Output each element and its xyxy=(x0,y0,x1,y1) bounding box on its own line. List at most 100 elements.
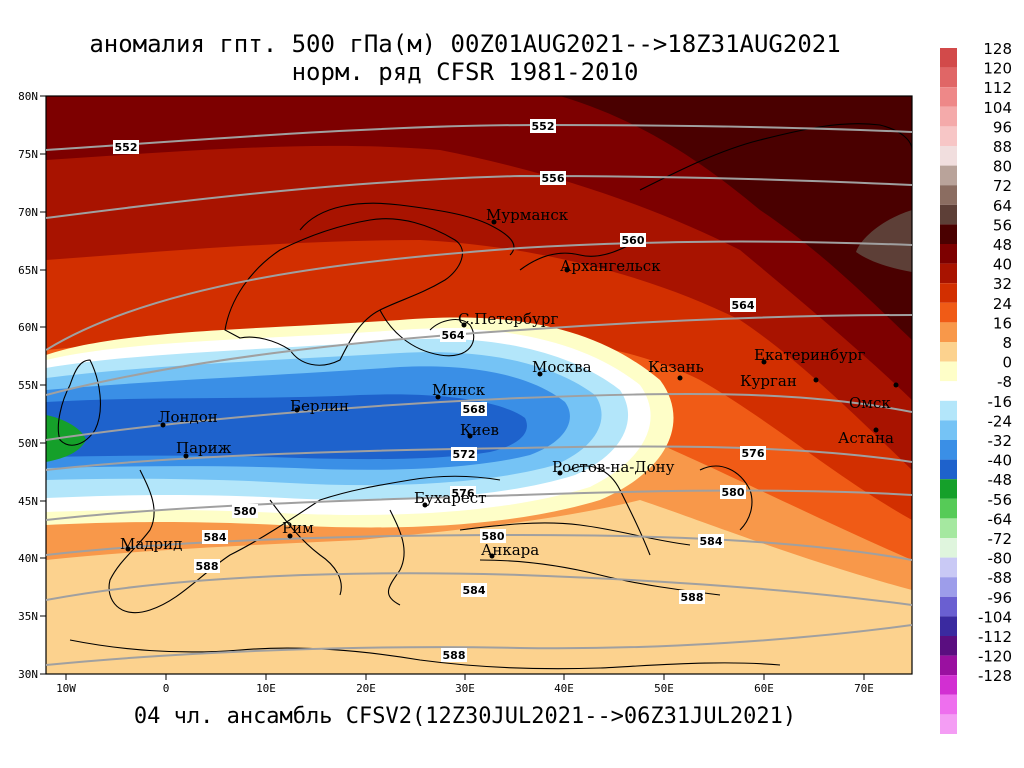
contour-label-556: 556 xyxy=(542,172,565,185)
colorbar-label: -88 xyxy=(988,569,1013,587)
city-bucharest: Бухарест xyxy=(414,489,486,507)
colorbar-swatch xyxy=(940,459,957,480)
city-london: Лондон xyxy=(158,408,218,426)
city-arkhangelsk: Архангельск xyxy=(560,257,661,275)
colorbar-label: 24 xyxy=(993,295,1012,313)
colorbar-swatch xyxy=(940,244,957,264)
anomaly-field xyxy=(46,96,912,674)
colorbar-label: -96 xyxy=(988,589,1013,607)
lat-tick-75n: 75N xyxy=(18,148,38,161)
colorbar-label: 16 xyxy=(993,314,1012,332)
colorbar-label: 96 xyxy=(993,118,1012,136)
colorbar-label: -72 xyxy=(988,530,1013,548)
colorbar: 128120112104968880726456484032241680-8-1… xyxy=(940,40,1012,734)
colorbar-label: -128 xyxy=(978,667,1012,685)
colorbar-swatch xyxy=(940,557,957,578)
colorbar-swatch xyxy=(940,714,957,734)
colorbar-swatch xyxy=(940,381,957,401)
colorbar-label: 88 xyxy=(993,138,1012,156)
colorbar-swatch xyxy=(940,263,957,284)
colorbar-label: -48 xyxy=(988,471,1013,489)
lon-tick-70e: 70E xyxy=(854,682,874,695)
colorbar-swatch xyxy=(940,636,957,656)
colorbar-label: 40 xyxy=(993,256,1012,274)
colorbar-label: 48 xyxy=(993,236,1012,254)
colorbar-swatch xyxy=(940,479,957,499)
city-rostov-na-donu: Ростов-на-Дону xyxy=(552,458,675,476)
city-paris: Париж xyxy=(176,439,232,457)
lat-tick-65n: 65N xyxy=(18,264,38,277)
colorbar-label: -16 xyxy=(988,393,1013,411)
map-footer: 04 чл. ансамбль CFSV2(12Z30JUL2021-->06Z… xyxy=(133,704,797,729)
city-murmansk: Мурманск xyxy=(486,206,569,224)
city-rome: Рим xyxy=(282,519,314,537)
contour-label-588-c: 588 xyxy=(443,649,466,662)
lon-tick-60e: 60E xyxy=(754,682,774,695)
lat-tick-35n: 35N xyxy=(18,610,38,623)
city-astana: Астана xyxy=(838,429,894,447)
colorbar-swatch xyxy=(940,694,957,715)
colorbar-label: 8 xyxy=(1002,334,1012,352)
colorbar-swatch xyxy=(940,224,957,244)
lon-tick-0: 0 xyxy=(163,682,170,695)
colorbar-label: 104 xyxy=(983,99,1012,117)
contour-label-588-b: 588 xyxy=(681,591,704,604)
colorbar-swatch xyxy=(940,577,957,597)
colorbar-label: -32 xyxy=(988,432,1013,450)
contour-label-576-a: 576 xyxy=(742,447,765,460)
contour-labels: 552 552 556 560 564 564 568 572 576 576 … xyxy=(113,119,766,662)
colorbar-label: -56 xyxy=(988,491,1013,509)
colorbar-swatch xyxy=(940,420,957,440)
contour-label-584-b: 584 xyxy=(700,535,723,548)
colorbar-swatch xyxy=(940,675,957,695)
contour-label-552-b: 552 xyxy=(532,120,555,133)
colorbar-swatch xyxy=(940,204,957,225)
map-title-line2: норм. ряд CFSR 1981-2010 xyxy=(291,58,639,86)
colorbar-swatch xyxy=(940,538,957,558)
contour-label-584-c: 584 xyxy=(463,584,486,597)
colorbar-swatch xyxy=(940,498,957,519)
colorbar-swatch xyxy=(940,302,957,323)
colorbar-swatch xyxy=(940,48,957,68)
colorbar-swatch xyxy=(940,342,957,362)
map-frame: 80N 75N 70N 65N 60N 55N 50N 45N 40N 35N … xyxy=(18,90,913,695)
colorbar-label: -40 xyxy=(988,452,1013,470)
lat-tick-80n: 80N xyxy=(18,90,38,103)
colorbar-swatch xyxy=(940,165,957,186)
colorbar-label: -24 xyxy=(988,412,1013,430)
height-isolines xyxy=(46,123,912,666)
lon-tick-10w: 10W xyxy=(56,682,76,695)
colorbar-swatch xyxy=(940,400,957,421)
colorbar-swatch xyxy=(940,440,957,460)
colorbar-label: 112 xyxy=(983,79,1012,97)
lat-tick-40n: 40N xyxy=(18,552,38,565)
contour-label-576-b: 576 xyxy=(452,487,475,500)
lon-tick-30e: 30E xyxy=(455,682,475,695)
contour-label-572: 572 xyxy=(453,448,476,461)
contour-label-552-a: 552 xyxy=(115,141,138,154)
lat-tick-50n: 50N xyxy=(18,437,38,450)
colorbar-swatch xyxy=(940,518,957,538)
contour-label-564-b: 564 xyxy=(442,329,465,342)
city-st-petersburg: С.Петербург xyxy=(458,310,558,328)
colorbar-swatch xyxy=(940,361,957,382)
city-kiev: Киев xyxy=(460,421,499,439)
colorbar-swatch xyxy=(940,106,957,127)
lon-tick-40e: 40E xyxy=(554,682,574,695)
city-berlin: Берлин xyxy=(290,397,349,415)
city-kurgan: Курган xyxy=(740,372,797,390)
city-omsk: Омск xyxy=(849,394,891,412)
colorbar-label: 64 xyxy=(993,197,1012,215)
colorbar-label: -104 xyxy=(978,608,1012,626)
colorbar-swatch xyxy=(940,146,957,166)
colorbar-swatch xyxy=(940,126,957,146)
contour-label-568: 568 xyxy=(463,403,486,416)
lat-tick-45n: 45N xyxy=(18,495,38,508)
colorbar-label: -112 xyxy=(978,628,1012,646)
city-minsk: Минск xyxy=(432,381,486,399)
contour-label-560: 560 xyxy=(622,234,645,247)
lat-tick-30n: 30N xyxy=(18,668,38,681)
colorbar-swatch xyxy=(940,283,957,303)
city-kazan: Казань xyxy=(648,358,704,376)
contour-label-580-b: 580 xyxy=(722,486,745,499)
